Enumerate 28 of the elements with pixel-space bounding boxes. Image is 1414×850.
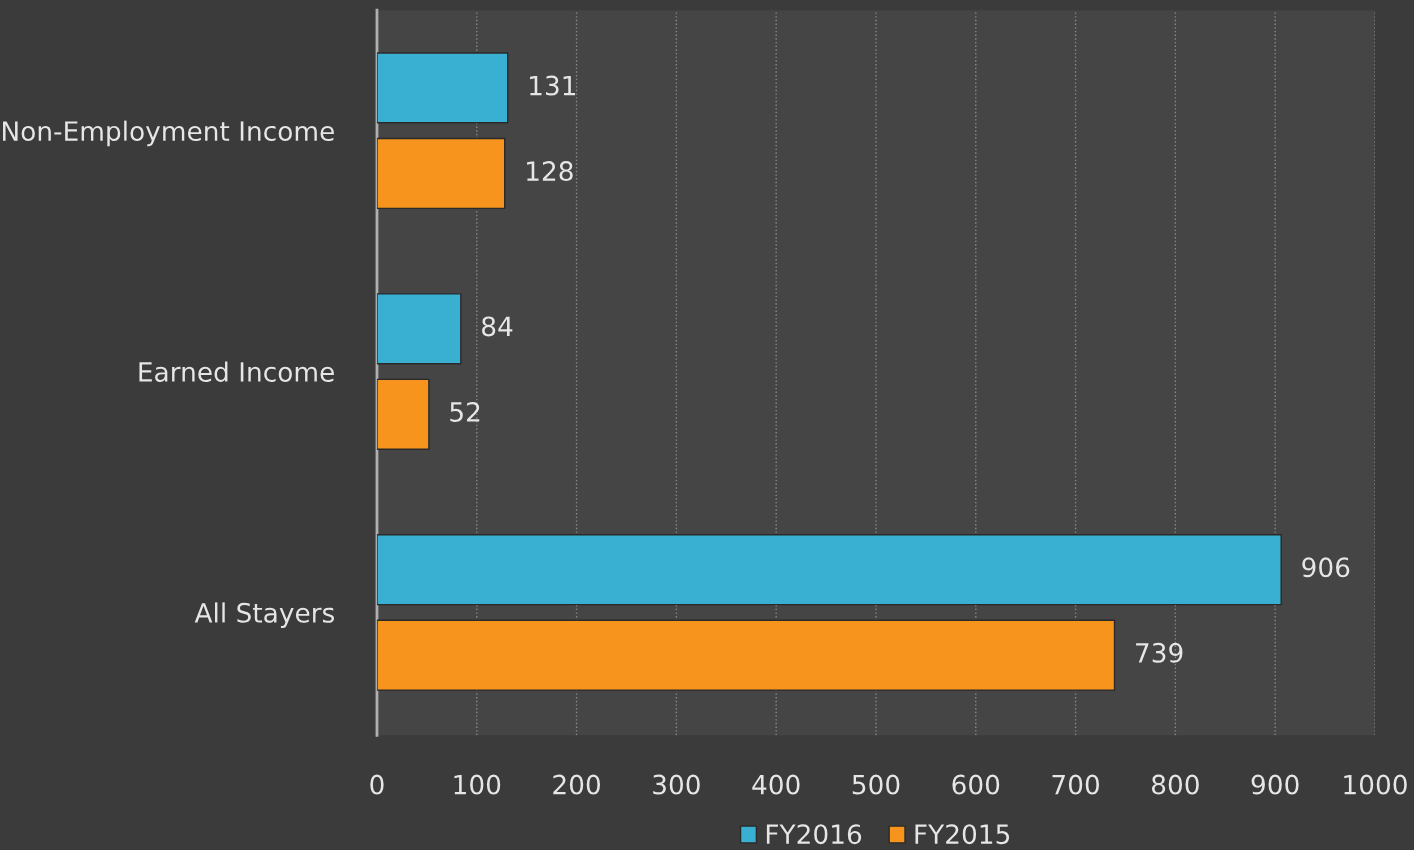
legend-label: FY2015: [915, 824, 1010, 845]
data-label: 52: [450, 401, 480, 422]
bar: [376, 534, 1282, 606]
bar: [376, 619, 1116, 691]
bar: [376, 293, 462, 365]
x-tick-label: 100: [454, 774, 501, 795]
x-tick-label: 200: [553, 774, 600, 795]
data-label: 84: [482, 316, 513, 337]
x-tick-label: 700: [1052, 774, 1099, 795]
bar: [376, 52, 509, 124]
x-tick-label: 0: [370, 774, 384, 795]
data-label: 131: [530, 75, 576, 96]
y-tick-label: All Stayers: [194, 602, 335, 628]
y-tick-label: Non-Employment Income: [3, 120, 334, 147]
data-label: 739: [1136, 642, 1183, 663]
x-tick-label: 400: [752, 774, 800, 795]
x-tick-label: 900: [1251, 774, 1299, 795]
bar: [376, 137, 506, 210]
x-tick-label: 600: [952, 774, 1000, 795]
x-tick-label: 500: [852, 774, 900, 795]
x-tick-label: 300: [653, 774, 700, 795]
bar: [376, 378, 430, 450]
data-label: 906: [1302, 557, 1350, 578]
x-tick-label: 1000: [1344, 774, 1407, 795]
x-tick-label: 800: [1151, 774, 1199, 795]
legend-label: FY2016: [766, 824, 862, 845]
data-label: 128: [527, 161, 573, 182]
y-tick-label: Earned Income: [139, 361, 334, 382]
